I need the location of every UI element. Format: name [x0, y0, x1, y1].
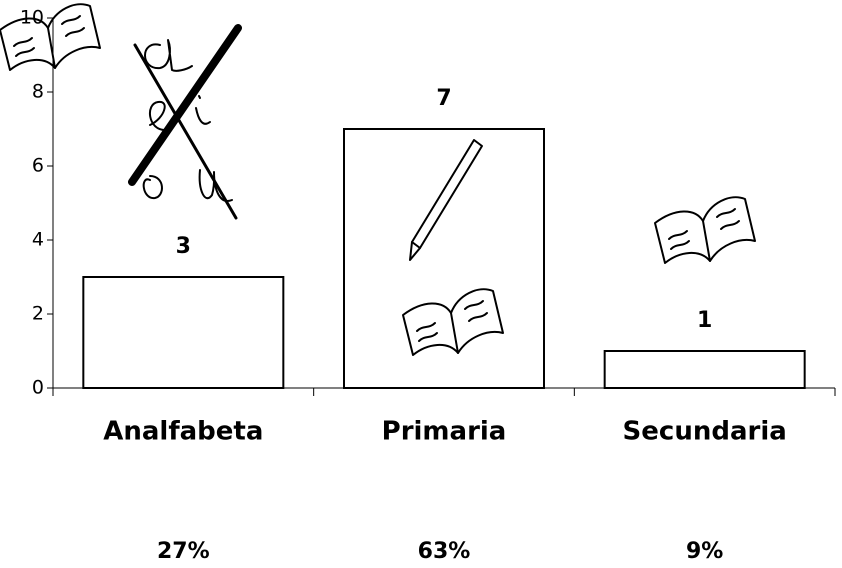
percent-label: 27%: [157, 539, 210, 564]
y-tick-label: 2: [32, 303, 44, 325]
x-tick-label: Secundaria: [623, 417, 787, 447]
bar: [343, 128, 545, 389]
bar: [82, 276, 285, 389]
book-icon: [0, 3, 101, 71]
value-label: 3: [176, 234, 191, 259]
value-label: 7: [436, 86, 451, 111]
percent-label: 9%: [686, 539, 723, 564]
y-tick-label: 4: [32, 229, 44, 251]
y-tick-label: 0: [32, 377, 44, 399]
letters-icon: [128, 24, 242, 220]
pencil-icon: [409, 139, 483, 261]
percent-label: 63%: [418, 539, 471, 564]
y-tick-label: 10: [20, 7, 44, 29]
x-tick-label: Primaria: [382, 417, 507, 447]
y-tick-label: 8: [32, 81, 44, 103]
book-icon: [654, 196, 756, 264]
y-tick-label: 6: [32, 155, 44, 177]
bar: [603, 350, 806, 389]
x-tick-label: Analfabeta: [103, 417, 263, 447]
value-label: 1: [697, 308, 712, 333]
